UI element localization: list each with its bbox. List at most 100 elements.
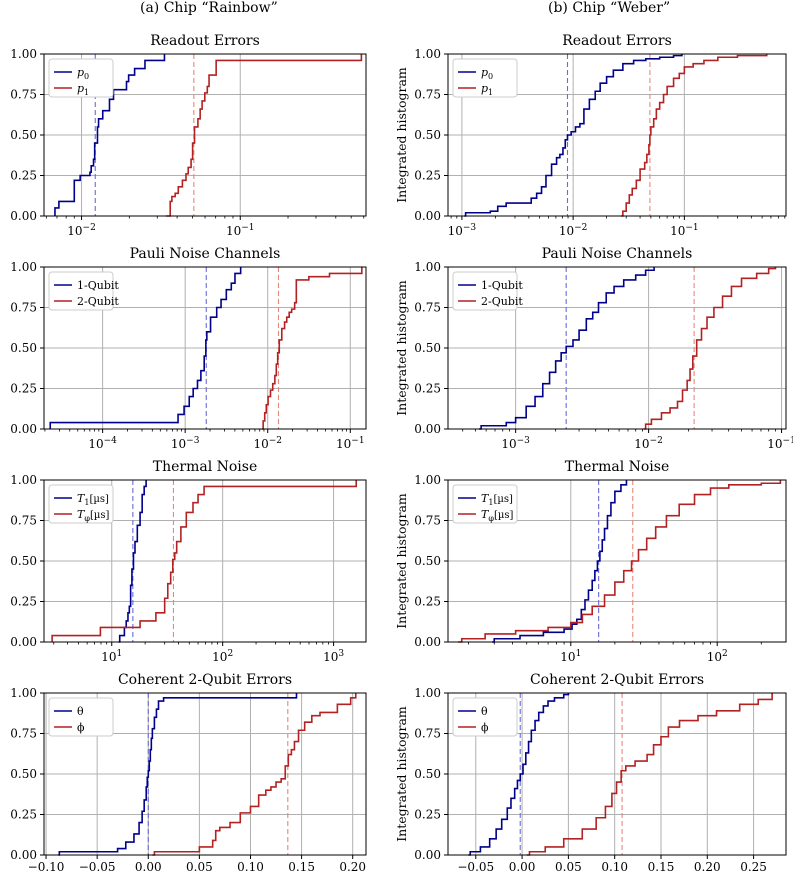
y-tick-label: 0.00 [414, 848, 441, 862]
y-tick-label: 0.00 [414, 209, 441, 223]
x-tick-label: 0.25 [740, 860, 767, 874]
x-tick-label: 10−3 [171, 436, 200, 451]
y-tick-label: 0.00 [414, 422, 441, 436]
chart-title: Thermal Noise [565, 459, 670, 475]
series-line-T1 [492, 480, 628, 643]
y-tick-label: 1.00 [10, 47, 37, 61]
y-tick-label: 0.25 [414, 595, 441, 609]
series-line-p0 [464, 54, 683, 217]
y-tick-label: 0.25 [414, 169, 441, 183]
legend-label: ϕ [481, 721, 489, 734]
y-axis-label: Integrated histogram [394, 706, 409, 842]
legend-label: 2-Qubit [77, 295, 119, 308]
chart-title: Pauli Noise Channels [542, 246, 693, 262]
y-tick-label: 0.00 [10, 635, 37, 649]
y-tick-label: 1.00 [10, 260, 37, 274]
x-tick-label: 10−1 [767, 436, 793, 451]
chart-title: Readout Errors [562, 33, 672, 49]
y-tick-label: 0.25 [10, 808, 37, 822]
column-title-a: (a) Chip “Rainbow” [140, 0, 278, 16]
y-tick-label: 0.75 [10, 514, 37, 528]
chart-title: Pauli Noise Channels [130, 246, 281, 262]
y-axis-label: Integrated histogram [394, 280, 409, 416]
y-axis-label: Integrated histogram [394, 67, 409, 203]
y-tick-label: 0.75 [10, 301, 37, 315]
y-tick-label: 1.00 [10, 686, 37, 700]
chart-title: Thermal Noise [153, 459, 258, 475]
legend-label: p1 [77, 82, 89, 97]
x-tick-label: 102 [212, 649, 233, 664]
chart-title: Readout Errors [150, 33, 260, 49]
y-tick-label: 0.75 [10, 727, 37, 741]
y-tick-label: 0.00 [10, 848, 37, 862]
legend-label: θ [481, 705, 488, 718]
x-tick-label: 0.20 [694, 860, 721, 874]
series-line-2-Qubit [261, 267, 363, 430]
series-line-p1 [165, 54, 363, 217]
panel-b-pauli: 10−3 10−2 10−1 0.00 0.25 0.50 0.75 1.00 Pauli No… [394, 246, 793, 451]
series-line-theta [58, 693, 298, 856]
y-tick-label: 1.00 [414, 473, 441, 487]
legend-label: 2-Qubit [481, 295, 523, 308]
x-tick-label: 0.10 [237, 860, 264, 874]
series-line-p1 [621, 54, 768, 217]
legend-label: Tφ[µs] [77, 508, 109, 523]
legend-label: θ [77, 705, 84, 718]
panel-a-coherent: −0.10 −0.05 0.00 0.05 0.10 0.15 0.20 0.00 0.25 0.… [10, 672, 367, 874]
y-tick-label: 0.75 [414, 727, 441, 741]
y-tick-label: 0.50 [10, 767, 37, 781]
series-line-1-Qubit [49, 267, 242, 429]
y-axis-label: Integrated histogram [394, 493, 409, 629]
chart-title: Coherent 2-Qubit Errors [530, 672, 704, 688]
x-tick-label: 0.05 [555, 860, 582, 874]
x-tick-label: 0.15 [648, 860, 675, 874]
legend-label: Tφ[µs] [481, 508, 513, 523]
y-tick-label: 0.50 [414, 341, 441, 355]
x-tick-label: 10−4 [88, 436, 117, 451]
x-tick-label: 0.00 [135, 860, 162, 874]
series-line-Tphi [458, 480, 782, 643]
y-tick-label: 0.25 [414, 382, 441, 396]
panel-a-thermal: 101 102 103 0.00 0.25 0.50 0.75 1.00 Thermal Noi… [10, 459, 367, 664]
x-tick-label: 0.10 [601, 860, 628, 874]
x-tick-label: 102 [707, 649, 728, 664]
legend-label: p0 [481, 66, 493, 81]
x-tick-label: 101 [560, 649, 581, 664]
x-tick-label: −0.10 [28, 860, 65, 874]
x-tick-label: 10−1 [226, 223, 255, 238]
x-tick-label: 0.20 [339, 860, 366, 874]
x-tick-label: 0.00 [509, 860, 536, 874]
y-tick-label: 0.50 [414, 767, 441, 781]
y-tick-label: 0.50 [10, 128, 37, 142]
y-tick-label: 0.00 [414, 635, 441, 649]
y-tick-label: 0.50 [10, 554, 37, 568]
x-tick-label: 10−2 [559, 223, 588, 238]
x-tick-label: 10−2 [67, 223, 96, 238]
x-tick-label: −0.05 [79, 860, 116, 874]
series-line-theta [468, 693, 570, 856]
series-line-phi [152, 693, 357, 856]
chart-title: Coherent 2-Qubit Errors [118, 672, 292, 688]
series-line-phi [526, 693, 773, 856]
x-tick-label: 10−1 [336, 436, 365, 451]
series-line-p0 [54, 54, 166, 216]
series-line-1-Qubit [478, 267, 655, 430]
x-tick-label: 0.15 [288, 860, 315, 874]
y-tick-label: 0.75 [414, 88, 441, 102]
x-tick-label: 10−3 [501, 436, 530, 451]
legend-label: T1[µs] [481, 492, 513, 507]
y-tick-label: 0.75 [414, 514, 441, 528]
y-tick-label: 0.25 [10, 382, 37, 396]
y-tick-label: 0.50 [414, 128, 441, 142]
y-tick-label: 0.00 [10, 422, 37, 436]
series-line-Tphi [51, 480, 358, 642]
x-tick-label: 0.05 [186, 860, 213, 874]
y-tick-label: 0.00 [10, 209, 37, 223]
x-tick-label: 10−3 [448, 223, 477, 238]
legend-label: p0 [77, 66, 89, 81]
y-tick-label: 1.00 [414, 47, 441, 61]
series-line-2-Qubit [643, 267, 777, 430]
y-tick-label: 1.00 [414, 260, 441, 274]
panel-b-thermal: 101 102 0.00 0.25 0.50 0.75 1.00 Thermal Noise I… [394, 459, 787, 664]
